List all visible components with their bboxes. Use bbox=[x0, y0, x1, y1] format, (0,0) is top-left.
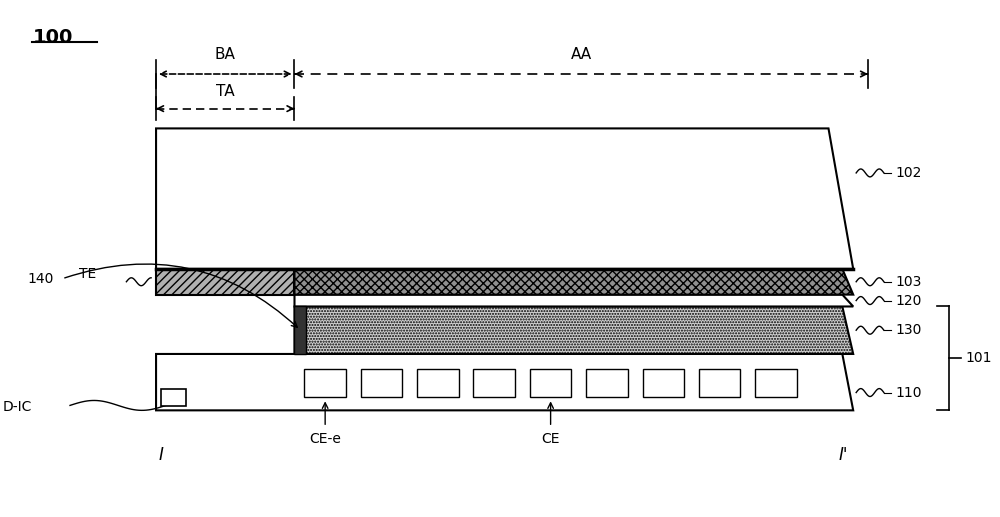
Bar bbox=[361, 369, 402, 398]
Text: 140: 140 bbox=[27, 272, 54, 286]
Polygon shape bbox=[294, 307, 853, 354]
Bar bbox=[530, 369, 571, 398]
Text: AA: AA bbox=[571, 47, 592, 62]
Polygon shape bbox=[156, 354, 853, 410]
Text: CE-e: CE-e bbox=[309, 432, 341, 446]
Bar bbox=[473, 369, 515, 398]
Bar bbox=[643, 369, 684, 398]
Polygon shape bbox=[294, 269, 853, 295]
Bar bbox=[294, 307, 306, 354]
Bar bbox=[699, 369, 740, 398]
Polygon shape bbox=[294, 295, 853, 307]
Bar bbox=[755, 369, 797, 398]
Text: D-IC: D-IC bbox=[3, 400, 32, 415]
Text: I': I' bbox=[839, 446, 848, 464]
Text: 103: 103 bbox=[896, 275, 922, 289]
Text: 110: 110 bbox=[896, 386, 922, 400]
Bar bbox=[304, 369, 346, 398]
Text: BA: BA bbox=[215, 47, 236, 62]
Text: 100: 100 bbox=[32, 27, 73, 47]
Bar bbox=[586, 369, 628, 398]
Bar bbox=[161, 389, 186, 406]
Text: TA: TA bbox=[216, 84, 235, 99]
Text: 101: 101 bbox=[965, 352, 991, 366]
Text: CE: CE bbox=[541, 432, 560, 446]
Text: I: I bbox=[159, 446, 163, 464]
Polygon shape bbox=[156, 128, 853, 269]
Text: 120: 120 bbox=[896, 294, 922, 308]
Text: 130: 130 bbox=[896, 323, 922, 337]
Text: 102: 102 bbox=[896, 166, 922, 180]
Bar bbox=[417, 369, 459, 398]
Text: TE: TE bbox=[79, 267, 97, 281]
Bar bbox=[156, 269, 294, 295]
